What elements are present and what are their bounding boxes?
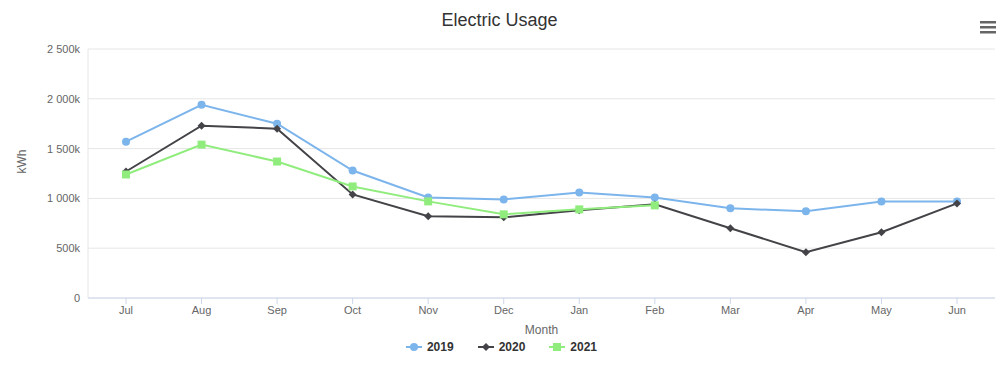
svg-text:500k: 500k [56,242,80,254]
svg-text:1 000k: 1 000k [47,192,81,204]
svg-text:Sep: Sep [267,304,287,316]
svg-text:2 500k: 2 500k [47,43,81,55]
svg-text:Nov: Nov [418,304,438,316]
html-text:2019: 2019 [426,340,454,354]
svg-text:Jul: Jul [119,304,133,316]
svg-text:Month: Month [525,323,558,337]
svg-text:Mar: Mar [721,304,740,316]
svg-text:2 000k: 2 000k [47,93,81,105]
svg-text:Dec: Dec [494,304,514,316]
svg-text:Aug: Aug [192,304,212,316]
svg-text:1 500k: 1 500k [47,143,81,155]
svg-text:Apr: Apr [797,304,814,316]
svg-text:May: May [871,304,892,316]
svg-text:kWh: kWh [15,150,29,174]
html-text:Electric Usage: Electric Usage [441,10,558,30]
html-text:2021: 2021 [570,340,597,354]
svg-text:Jun: Jun [948,304,966,316]
html-text:2020: 2020 [498,340,526,354]
svg-text:Feb: Feb [645,304,664,316]
svg-text:Oct: Oct [344,304,361,316]
svg-text:0: 0 [74,292,80,304]
svg-text:Jan: Jan [570,304,588,316]
